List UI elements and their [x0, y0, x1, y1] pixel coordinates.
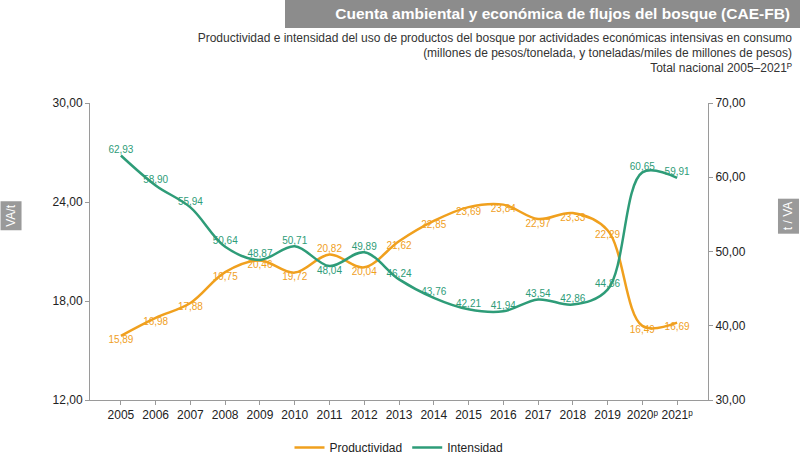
svg-text:2020ᵖ: 2020ᵖ [627, 408, 659, 422]
svg-text:2007: 2007 [177, 408, 204, 422]
svg-text:2009: 2009 [247, 408, 274, 422]
svg-text:48,87: 48,87 [247, 248, 272, 259]
svg-text:59,91: 59,91 [665, 166, 690, 177]
svg-text:22,85: 22,85 [421, 219, 446, 230]
svg-text:18,00: 18,00 [53, 294, 83, 308]
svg-text:22,29: 22,29 [595, 229, 620, 240]
html-text:(millones de pesos/tonelada, y: (millones de pesos/tonelada, y toneladas… [423, 46, 792, 60]
svg-text:42,21: 42,21 [456, 298, 481, 309]
svg-text:24,00: 24,00 [53, 195, 83, 209]
svg-text:62,93: 62,93 [108, 144, 133, 155]
svg-text:16,69: 16,69 [665, 321, 690, 332]
html-text:Productividad e intensidad del: Productividad e intensidad del uso de pr… [197, 31, 792, 45]
svg-text:2012: 2012 [351, 408, 378, 422]
html-text:Cuenta ambiental y económica d: Cuenta ambiental y económica de flujos d… [335, 5, 790, 22]
svg-text:23,33: 23,33 [560, 212, 585, 223]
svg-text:60,65: 60,65 [630, 161, 655, 172]
svg-text:t / VA: t / VA [781, 202, 795, 230]
svg-text:60,00: 60,00 [715, 170, 745, 184]
svg-text:50,71: 50,71 [282, 235, 307, 246]
svg-text:2010: 2010 [281, 408, 308, 422]
svg-text:40,00: 40,00 [715, 319, 745, 333]
svg-text:Productividad: Productividad [330, 441, 403, 455]
svg-text:20,82: 20,82 [317, 243, 342, 254]
svg-text:22,97: 22,97 [526, 218, 551, 229]
svg-text:50,00: 50,00 [715, 245, 745, 259]
svg-text:20,46: 20,46 [247, 259, 272, 270]
svg-text:Intensidad: Intensidad [447, 441, 502, 455]
svg-text:23,69: 23,69 [456, 206, 481, 217]
svg-text:19,72: 19,72 [282, 271, 307, 282]
svg-text:2019: 2019 [594, 408, 621, 422]
svg-text:41,94: 41,94 [491, 300, 516, 311]
svg-text:21,62: 21,62 [386, 240, 411, 251]
svg-text:2011: 2011 [317, 408, 343, 422]
svg-text:15,89: 15,89 [108, 334, 133, 345]
svg-text:43,54: 43,54 [526, 288, 551, 299]
svg-text:23,84: 23,84 [491, 203, 516, 214]
svg-text:58,90: 58,90 [143, 174, 168, 185]
svg-text:19,75: 19,75 [213, 271, 238, 282]
svg-text:2016: 2016 [490, 408, 517, 422]
svg-text:43,76: 43,76 [421, 286, 446, 297]
svg-text:2008: 2008 [212, 408, 239, 422]
svg-text:2006: 2006 [142, 408, 169, 422]
svg-text:50,64: 50,64 [213, 235, 238, 246]
svg-text:16,49: 16,49 [630, 324, 655, 335]
svg-text:2018: 2018 [559, 408, 586, 422]
svg-text:30,00: 30,00 [53, 96, 83, 110]
svg-text:44,86: 44,86 [595, 278, 620, 289]
svg-text:16,98: 16,98 [143, 316, 168, 327]
svg-text:2015: 2015 [455, 408, 482, 422]
svg-text:2013: 2013 [386, 408, 413, 422]
svg-text:30,00: 30,00 [715, 393, 745, 407]
svg-text:12,00: 12,00 [53, 393, 83, 407]
svg-text:2017: 2017 [525, 408, 552, 422]
svg-text:20,04: 20,04 [352, 266, 377, 277]
svg-text:48,04: 48,04 [317, 265, 342, 276]
svg-text:55,94: 55,94 [178, 196, 203, 207]
html-text:Total nacional 2005–2021ᴾ: Total nacional 2005–2021ᴾ [650, 61, 792, 75]
svg-text:46,24: 46,24 [386, 268, 411, 279]
svg-text:2005: 2005 [108, 408, 135, 422]
svg-text:49,89: 49,89 [352, 241, 377, 252]
svg-text:VA/t: VA/t [4, 204, 18, 226]
svg-text:42,86: 42,86 [560, 293, 585, 304]
svg-text:70,00: 70,00 [715, 96, 745, 110]
svg-text:2014: 2014 [420, 408, 447, 422]
svg-text:17,88: 17,88 [178, 301, 203, 312]
svg-text:2021ᵖ: 2021ᵖ [661, 408, 693, 422]
